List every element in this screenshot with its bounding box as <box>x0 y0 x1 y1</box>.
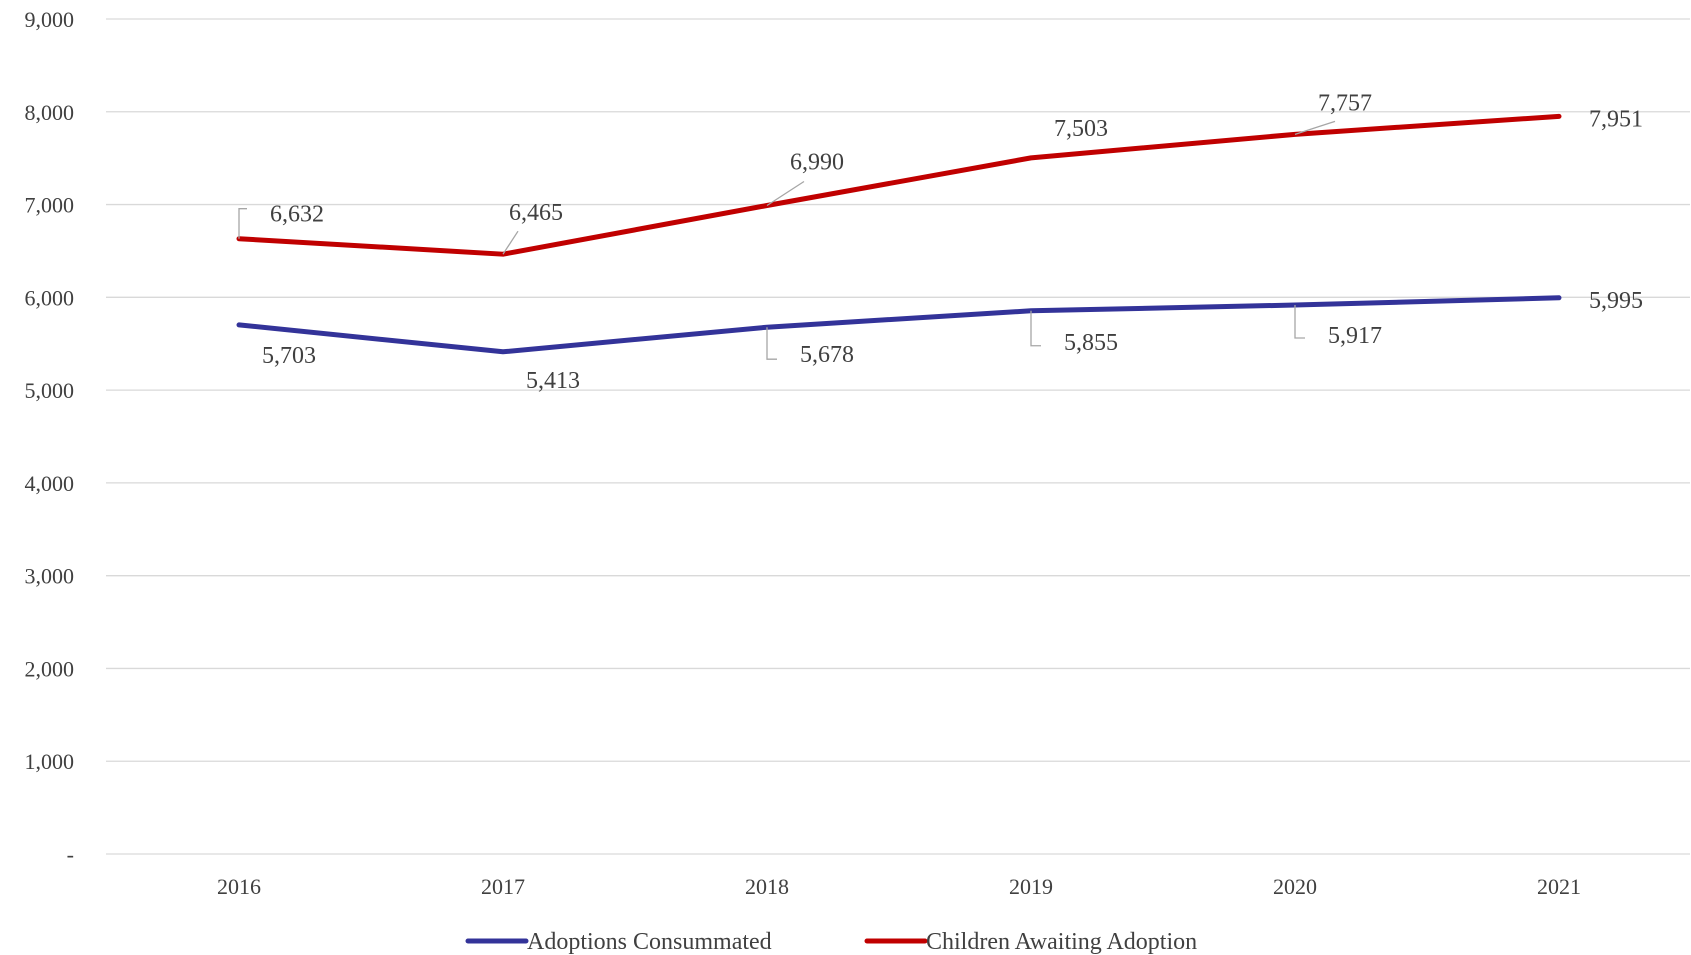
y-tick-label: 1,000 <box>25 749 75 774</box>
label-leader-line <box>766 327 777 360</box>
data-label-0-2017: 5,413 <box>526 368 580 394</box>
gridlines <box>106 18 1690 855</box>
y-tick-label: 8,000 <box>25 100 75 125</box>
label-leader-line <box>502 230 519 255</box>
x-axis-tick-labels: 2016 2017 2018 2019 2020 2021 <box>217 874 1581 899</box>
label-leader-line <box>1030 310 1041 347</box>
x-tick-label-2016: 2016 <box>217 874 261 899</box>
x-tick-label-2021: 2021 <box>1537 874 1581 899</box>
data-label-1-2019: 7,503 <box>1054 116 1108 142</box>
legend: Adoptions Consummated Children Awaiting A… <box>465 929 1197 955</box>
data-label-0-2019: 5,855 <box>1064 330 1118 356</box>
label-leader-line <box>238 208 247 239</box>
x-tick-label-2018: 2018 <box>745 874 789 899</box>
y-tick-label: 3,000 <box>25 564 75 589</box>
data-label-0-2021: 5,995 <box>1589 288 1643 314</box>
data-label-1-2021: 7,951 <box>1589 106 1643 132</box>
series-line-1 <box>236 113 1562 257</box>
data-label-1-2020: 7,757 <box>1318 90 1372 116</box>
y-tick-label: 2,000 <box>25 656 75 681</box>
data-label-0-2020: 5,917 <box>1328 323 1382 349</box>
label-leader-line <box>766 180 805 207</box>
y-tick-label: 6,000 <box>25 285 75 310</box>
legend-label-0: Adoptions Consummated <box>527 929 772 955</box>
y-tick-label: 9,000 <box>25 7 75 32</box>
legend-label-1: Children Awaiting Adoption <box>926 929 1197 955</box>
y-tick-label: 5,000 <box>25 378 75 403</box>
series-line-0 <box>236 295 1562 355</box>
data-labels: 5,703 5,413 5,678 5,855 5,917 5,995 6,632 6,465… <box>262 90 1643 393</box>
label-leader-lines <box>238 120 1336 360</box>
data-label-1-2016: 6,632 <box>270 202 324 228</box>
y-axis-tick-labels: - 1,000 2,000 3,000 4,000 5,000 6,000 7,000 8,00… <box>25 7 75 867</box>
data-label-0-2018: 5,678 <box>800 342 854 368</box>
y-tick-label: 4,000 <box>25 471 75 496</box>
label-leader-line <box>1294 120 1336 135</box>
label-leader-line <box>1294 305 1305 339</box>
x-tick-label-2019: 2019 <box>1009 874 1053 899</box>
x-tick-label-2020: 2020 <box>1273 874 1317 899</box>
y-tick-label: - <box>67 842 74 867</box>
x-tick-label-2017: 2017 <box>481 874 525 899</box>
series-lines <box>236 113 1562 355</box>
data-label-1-2018: 6,990 <box>790 149 844 175</box>
data-label-1-2017: 6,465 <box>509 200 563 226</box>
y-tick-label: 7,000 <box>25 193 75 218</box>
data-label-0-2016: 5,703 <box>262 343 316 369</box>
